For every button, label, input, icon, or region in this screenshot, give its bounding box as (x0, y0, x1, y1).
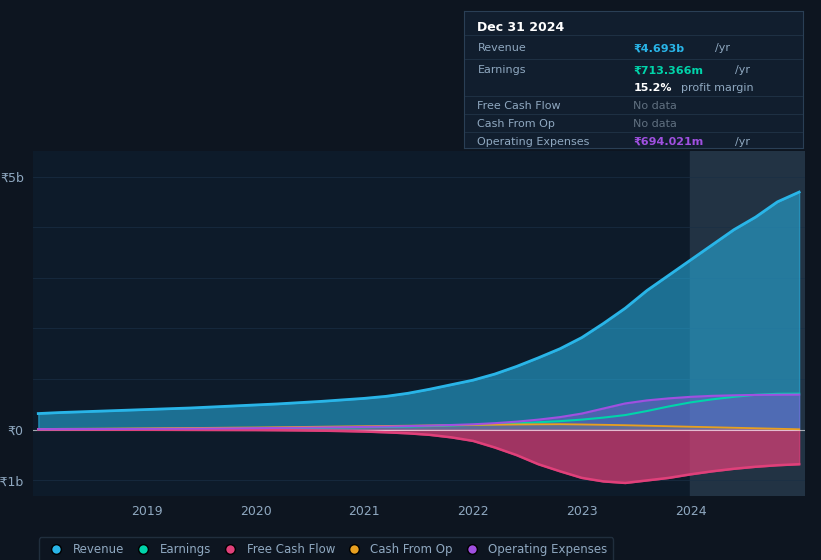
Bar (690, 151, 810, 496)
Text: profit margin: profit margin (681, 83, 754, 93)
Text: Cash From Op: Cash From Op (478, 119, 555, 129)
Text: ₹694.021m: ₹694.021m (634, 137, 704, 147)
Text: 15.2%: 15.2% (634, 83, 672, 93)
Text: Free Cash Flow: Free Cash Flow (478, 101, 561, 111)
Text: ₹4.693b: ₹4.693b (634, 43, 685, 53)
Text: No data: No data (634, 101, 677, 111)
Text: Revenue: Revenue (478, 43, 526, 53)
Text: /yr: /yr (735, 65, 750, 75)
Text: ₹713.366m: ₹713.366m (634, 65, 704, 75)
Text: Dec 31 2024: Dec 31 2024 (478, 21, 565, 34)
Text: /yr: /yr (715, 43, 730, 53)
Text: Operating Expenses: Operating Expenses (478, 137, 589, 147)
Text: No data: No data (634, 119, 677, 129)
Legend: Revenue, Earnings, Free Cash Flow, Cash From Op, Operating Expenses: Revenue, Earnings, Free Cash Flow, Cash … (39, 537, 613, 560)
Text: /yr: /yr (735, 137, 750, 147)
Text: Earnings: Earnings (478, 65, 526, 75)
